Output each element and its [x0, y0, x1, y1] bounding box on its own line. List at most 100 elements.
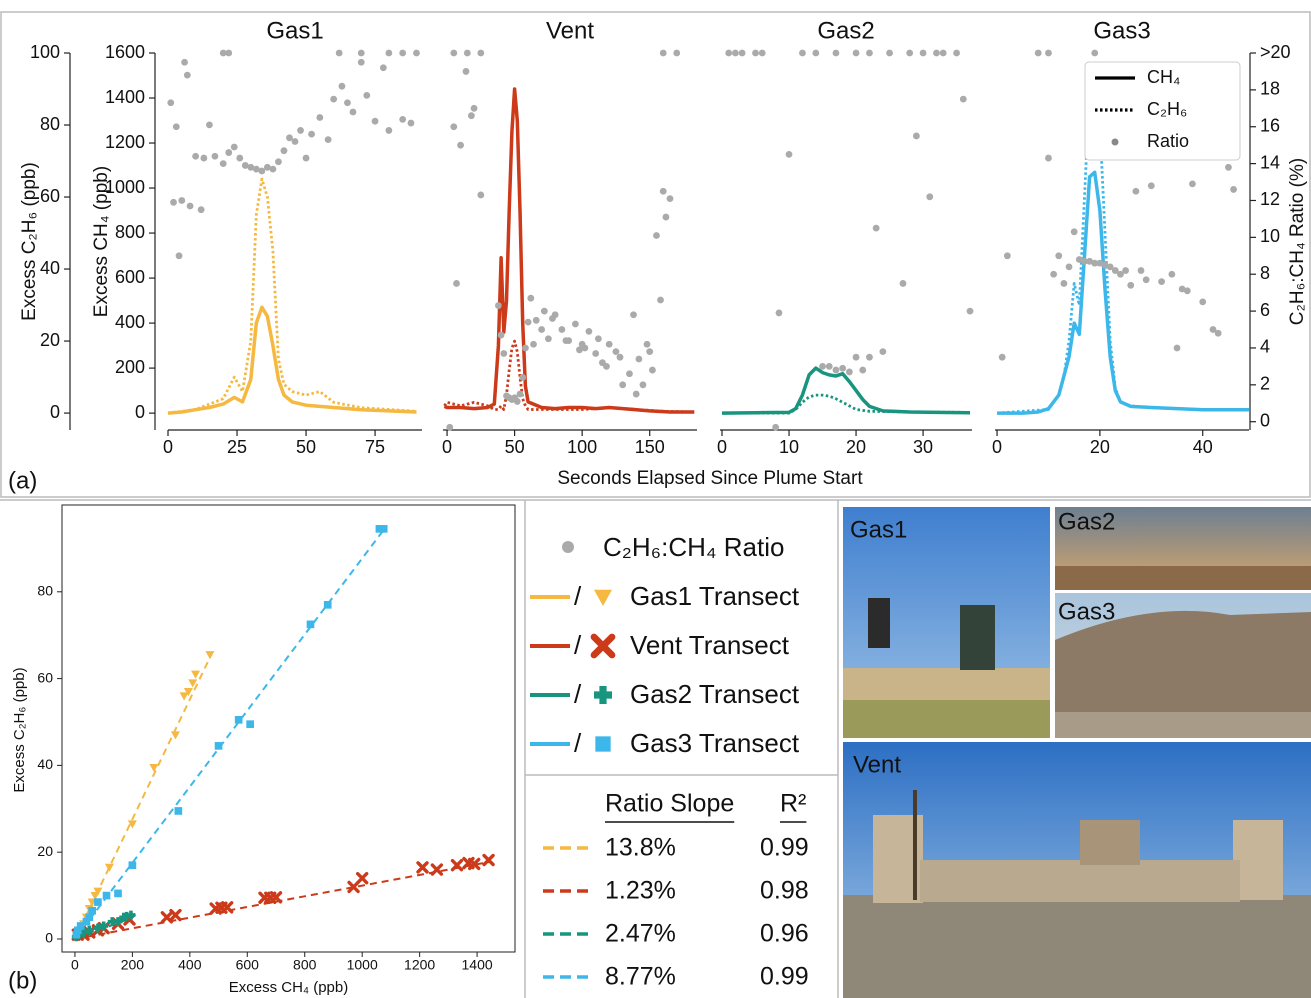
scatter-point	[482, 853, 495, 867]
y2-tick-label: 12	[1260, 189, 1280, 209]
ratio-point	[544, 335, 552, 343]
ratio-point	[639, 381, 647, 389]
fit-line	[74, 860, 492, 940]
ratio-point	[302, 154, 310, 162]
y-axis-label: Excess CH₄ (ppb)	[91, 166, 112, 317]
scatter-point	[416, 861, 429, 874]
scatter-point	[170, 731, 180, 740]
ratio-point	[181, 58, 188, 66]
ratio-point	[357, 49, 365, 57]
ratio-point	[576, 346, 583, 354]
ratio-point	[291, 138, 299, 145]
ratio-point	[1065, 263, 1073, 271]
scatter-point	[306, 620, 315, 629]
y3-tick-label: 0	[50, 402, 60, 422]
slope-value: 2.47%	[605, 920, 676, 948]
table-header: Ratio Slope	[605, 790, 734, 818]
y2-tick-label: >20	[1260, 42, 1291, 62]
ratio-point	[1142, 276, 1150, 284]
ratio-point	[225, 49, 233, 57]
y2-axis-label: C₂H₆:CH₄ Ratio (%)	[1287, 158, 1308, 325]
y2-tick-label: 0	[1260, 410, 1270, 430]
slope-value: 8.77%	[605, 963, 676, 991]
y3-tick-label: 80	[40, 114, 60, 134]
ratio-point	[170, 198, 177, 206]
ratio-point	[603, 362, 610, 370]
ratio-point	[619, 381, 627, 389]
ratio-point	[258, 167, 266, 175]
scatter-point	[205, 651, 215, 660]
y3-tick-label: 40	[40, 258, 60, 278]
y3-tick-label: 100	[30, 42, 60, 62]
y2-tick-label: 4	[1260, 337, 1270, 357]
x-tick-label: 0	[717, 437, 727, 457]
scatter-point	[450, 859, 464, 872]
ratio-point	[825, 362, 833, 370]
ratio-point	[859, 366, 867, 374]
x-tick-label: 200	[121, 957, 145, 973]
ratio-point	[775, 309, 783, 317]
ratio-point	[219, 49, 227, 57]
legend-label: Gas2 Transect	[630, 679, 800, 709]
ratio-point	[1050, 270, 1058, 278]
subplot-title: Gas3	[1093, 17, 1150, 44]
ratio-point	[344, 99, 351, 107]
subplot-title: Gas2	[817, 17, 874, 44]
scatter-point	[104, 863, 114, 872]
photo-gas1: Gas1	[843, 507, 1050, 738]
y-axis-label: Excess C₂H₆ (ppb)	[11, 667, 28, 792]
ratio-point	[324, 136, 332, 144]
scatter-point	[375, 525, 384, 533]
legend-separator: /	[574, 728, 582, 758]
y-tick-label: 800	[115, 222, 145, 242]
photo-label: Gas1	[850, 516, 907, 543]
r2-value: 0.99	[760, 834, 809, 862]
x-tick-label: 400	[178, 957, 202, 973]
slope-value: 1.23%	[605, 877, 676, 905]
ratio-point	[845, 368, 853, 376]
ratio-point	[572, 320, 579, 328]
legend-marker	[562, 541, 574, 553]
ratio-point	[316, 114, 324, 121]
ratio-point	[879, 348, 887, 356]
panel-label: (b)	[8, 967, 37, 994]
y2-tick-label: 18	[1260, 79, 1280, 99]
ratio-point	[646, 348, 654, 356]
ratio-point	[1168, 270, 1176, 278]
ratio-point	[1214, 329, 1222, 337]
photo-vent: Vent	[843, 742, 1311, 998]
ratio-point	[167, 99, 175, 107]
scatter-point	[179, 692, 189, 701]
ratio-point	[330, 95, 338, 103]
legend-label: Ratio	[1147, 131, 1189, 151]
ratio-point	[899, 280, 907, 287]
slope-value: 13.8%	[605, 834, 676, 862]
ratio-point	[178, 197, 186, 204]
ratio-point	[450, 49, 458, 57]
ratio-point	[594, 335, 602, 343]
ch4-line	[167, 305, 417, 415]
legend-marker	[595, 736, 611, 752]
ratio-point	[785, 150, 793, 158]
fit-line	[74, 529, 385, 940]
table-header: R²	[780, 790, 806, 818]
ratio-point	[832, 366, 840, 374]
ratio-point	[592, 350, 600, 357]
legend-marker	[1111, 138, 1119, 146]
scatter-point	[269, 891, 283, 904]
ratio-point	[1081, 257, 1088, 265]
scatter-point	[102, 891, 111, 900]
ratio-point	[1127, 281, 1135, 289]
ratio-point	[673, 49, 681, 57]
scatter-point	[323, 600, 332, 609]
scatter-point	[72, 930, 81, 939]
panel-a-frame	[0, 11, 1311, 498]
ratio-point	[643, 340, 651, 348]
ratio-point	[308, 130, 315, 138]
ratio-point	[653, 232, 660, 239]
y3-axis-label: Excess C₂H₆ (ppb)	[19, 162, 40, 321]
ratio-point	[551, 311, 559, 319]
ratio-point	[269, 165, 277, 173]
ratio-point	[500, 350, 508, 357]
